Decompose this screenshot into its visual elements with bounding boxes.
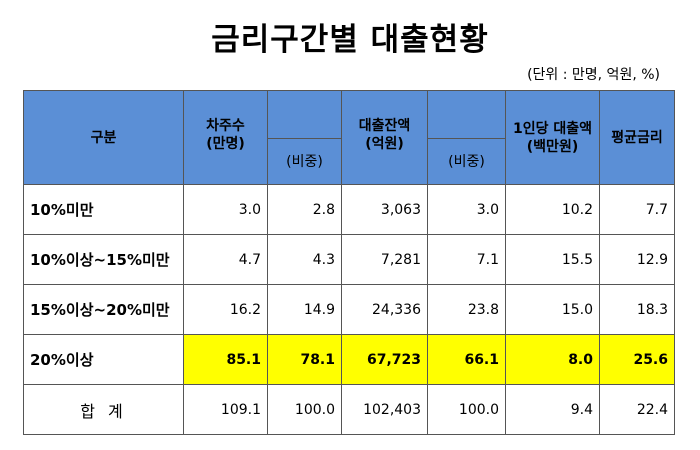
cell-loan-share: 23.8 bbox=[427, 284, 506, 335]
header-per-capita: 1인당 대출액 (백만원) bbox=[505, 90, 600, 185]
cell-borrowers-share: 14.9 bbox=[267, 284, 342, 335]
row-label: 15%이상~20%미만 bbox=[23, 284, 184, 335]
table-row-total: 합 계 109.1 100.0 102,403 100.0 9.4 22.4 bbox=[23, 384, 675, 435]
header-loan-share-top bbox=[427, 90, 506, 139]
row-label: 10%미만 bbox=[23, 184, 184, 235]
unit-note: (단위 : 만명, 억원, %) bbox=[527, 67, 660, 83]
cell-avg-rate: 12.9 bbox=[599, 234, 675, 285]
cell-borrowers-share: 2.8 bbox=[267, 184, 342, 235]
cell-per-capita: 15.5 bbox=[505, 234, 600, 285]
cell-loan-balance: 7,281 bbox=[341, 234, 428, 285]
cell-loan-share: 3.0 bbox=[427, 184, 506, 235]
cell-avg-rate: 7.7 bbox=[599, 184, 675, 235]
cell-per-capita: 9.4 bbox=[505, 384, 600, 435]
cell-avg-rate: 22.4 bbox=[599, 384, 675, 435]
cell-loan-balance: 102,403 bbox=[341, 384, 428, 435]
cell-loan-balance: 67,723 bbox=[341, 334, 428, 385]
cell-borrowers: 85.1 bbox=[183, 334, 268, 385]
cell-per-capita: 15.0 bbox=[505, 284, 600, 335]
row-label-total: 합 계 bbox=[23, 384, 184, 435]
cell-per-capita: 10.2 bbox=[505, 184, 600, 235]
cell-loan-balance: 24,336 bbox=[341, 284, 428, 335]
cell-loan-share: 7.1 bbox=[427, 234, 506, 285]
cell-loan-share: 100.0 bbox=[427, 384, 506, 435]
header-borrowers-share: (비중) bbox=[267, 138, 342, 185]
page-title: 금리구간별 대출현황 bbox=[211, 22, 489, 58]
table-row: 10%이상~15%미만 4.7 4.3 7,281 7.1 15.5 12.9 bbox=[23, 234, 675, 285]
header-borrowers-share-top bbox=[267, 90, 342, 139]
loan-status-table: 구분 차주수 (만명) 대출잔액 (억원) 1인당 대출액 (백만원) 평균금리… bbox=[23, 90, 675, 435]
cell-borrowers-share: 4.3 bbox=[267, 234, 342, 285]
cell-per-capita: 8.0 bbox=[505, 334, 600, 385]
cell-loan-share: 66.1 bbox=[427, 334, 506, 385]
cell-borrowers: 109.1 bbox=[183, 384, 268, 435]
cell-avg-rate: 25.6 bbox=[599, 334, 675, 385]
header-loan-share: (비중) bbox=[427, 138, 506, 185]
cell-avg-rate: 18.3 bbox=[599, 284, 675, 335]
table-row: 10%미만 3.0 2.8 3,063 3.0 10.2 7.7 bbox=[23, 184, 675, 235]
table-row-highlighted: 20%이상 85.1 78.1 67,723 66.1 8.0 25.6 bbox=[23, 334, 675, 385]
header-category: 구분 bbox=[23, 90, 184, 185]
row-label: 10%이상~15%미만 bbox=[23, 234, 184, 285]
cell-borrowers-share: 100.0 bbox=[267, 384, 342, 435]
cell-borrowers: 4.7 bbox=[183, 234, 268, 285]
row-label: 20%이상 bbox=[23, 334, 184, 385]
cell-borrowers: 16.2 bbox=[183, 284, 268, 335]
table-row: 15%이상~20%미만 16.2 14.9 24,336 23.8 15.0 1… bbox=[23, 284, 675, 335]
header-borrowers: 차주수 (만명) bbox=[183, 90, 268, 185]
cell-loan-balance: 3,063 bbox=[341, 184, 428, 235]
cell-borrowers-share: 78.1 bbox=[267, 334, 342, 385]
cell-borrowers: 3.0 bbox=[183, 184, 268, 235]
header-loan-balance: 대출잔액 (억원) bbox=[341, 90, 428, 185]
header-avg-rate: 평균금리 bbox=[599, 90, 675, 185]
